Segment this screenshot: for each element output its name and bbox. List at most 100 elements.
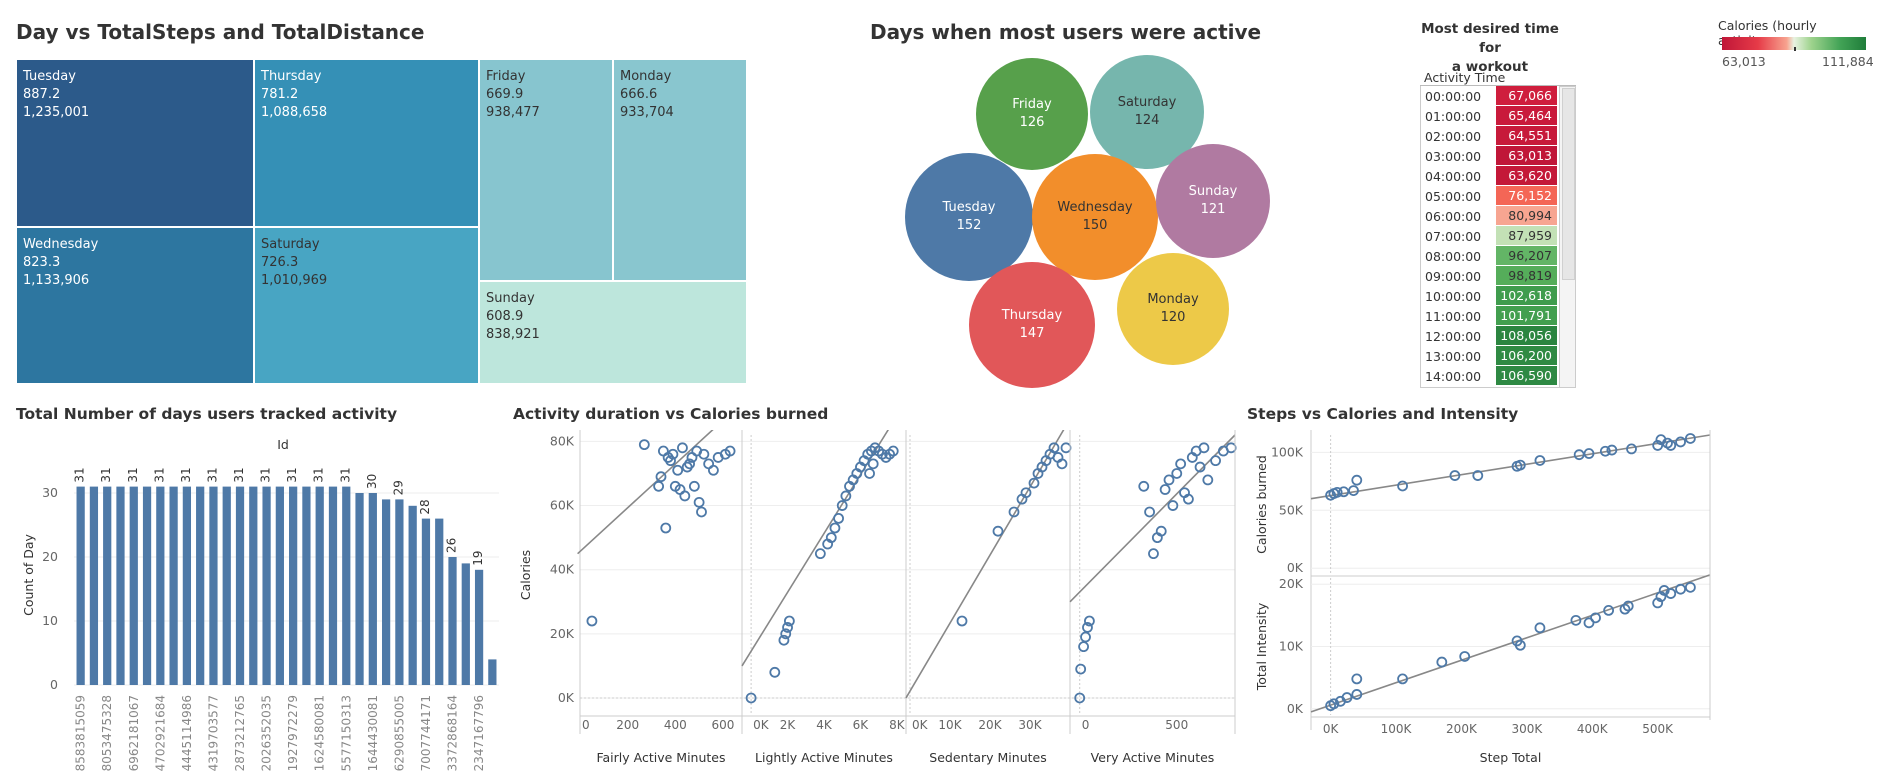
treemap-cell-monday[interactable]: Monday 666.6 933,704 [613,59,747,281]
heatmap-scrollbar[interactable] [1559,86,1576,388]
data-point [1449,470,1461,481]
data-point [1351,689,1363,700]
heatmap-row[interactable]: 04:00:00 63,620 [1420,166,1560,186]
y-tick-label: 60K [550,498,575,513]
data-point [1397,673,1408,685]
data-point [867,458,879,470]
heatmap-row[interactable]: 00:00:00 67,066 [1420,86,1560,106]
data-point [783,615,795,627]
x-tick-label: 8K [889,718,906,732]
bubble-thursday[interactable]: Thursday 147 [969,262,1095,388]
heatmap-row[interactable]: 09:00:00 98,819 [1420,266,1560,286]
bar [488,659,497,685]
heatmap-value-cell: 96,207 [1496,246,1557,265]
data-point [1665,588,1677,599]
bar [302,486,311,685]
data-point [586,615,598,627]
data-point [1436,656,1448,668]
bubble-friday[interactable]: Friday 126 [976,58,1088,170]
bubble-chart: Friday 126 Saturday 124 Tuesday 152 Wednesday 1… [880,50,1280,390]
x-tick-label: 4K [816,718,833,732]
x-axis-title: Step Total [1480,750,1542,765]
data-label: 31 [179,467,193,482]
heatmap-time-label: 06:00:00 [1425,209,1482,224]
heatmap-column-header: Activity Time [1424,70,1506,85]
heatmap-row[interactable]: 14:00:00 106,590 [1420,366,1560,386]
bar [235,486,245,685]
data-point [1622,600,1634,612]
heatmap-row[interactable]: 12:00:00 108,056 [1420,326,1560,346]
y-tick-label: 20 [42,549,58,564]
treemap-day-label: Sunday [486,291,535,306]
treemap-cell-tuesday[interactable]: Tuesday 887.2 1,235,001 [16,59,254,227]
heatmap-row[interactable]: 13:00:00 106,200 [1420,346,1560,366]
data-point [1684,433,1696,444]
bubble-tuesday[interactable]: Tuesday 152 [905,153,1033,281]
treemap-cell-wednesday[interactable]: Wednesday 823.3 1,133,906 [16,227,254,384]
x-axis-title: Fairly Active Minutes [596,750,725,765]
heatmap-row[interactable]: 03:00:00 63,013 [1420,146,1560,166]
data-label: 29 [391,480,405,495]
treemap-cell-friday[interactable]: Friday 669.9 938,477 [479,59,613,281]
bar [196,486,205,685]
x-tick-label: 20K [978,718,1002,732]
heatmap-row[interactable]: 11:00:00 101,791 [1420,306,1560,326]
treemap-distance-label: 666.6 [620,87,658,102]
data-point [1626,443,1637,455]
data-point [956,615,968,627]
heatmap-row[interactable]: 05:00:00 76,152 [1420,186,1560,206]
bar [448,557,457,685]
bar [129,486,138,685]
x-tick-label: 30K [1018,718,1042,732]
data-point [1514,459,1526,471]
data-point [1163,474,1175,486]
heatmap-time-label: 10:00:00 [1425,289,1482,304]
bubble-count-label: 126 [1019,115,1045,130]
data-point [693,496,705,508]
bubble-sunday[interactable]: Sunday 121 [1156,144,1270,258]
bar [262,486,271,685]
data-point [1397,480,1408,492]
bar [381,499,391,685]
data-point [638,439,650,451]
bar [368,493,377,685]
data-point [679,490,691,502]
heatmap-row[interactable]: 06:00:00 80,994 [1420,206,1560,226]
x-tick-label: 500 [1165,718,1188,732]
data-point [1351,474,1363,486]
heatmap-row[interactable]: 02:00:00 64,551 [1420,126,1560,146]
x-tick-label: 2K [780,718,797,732]
trend-line [1069,434,1236,603]
bubble-count-label: 124 [1134,113,1160,128]
data-point [688,480,700,492]
data-point [1167,500,1179,511]
heatmap-scrollbar-thumb[interactable] [1562,88,1575,280]
data-point [1328,698,1340,710]
x-tick-label: 300K [1511,722,1543,736]
data-point [1138,480,1150,492]
data-point [696,506,707,518]
treemap-steps-label: 1,235,001 [23,105,90,120]
treemap-distance-label: 887.2 [23,87,61,102]
bar [142,486,152,685]
treemap-cell-thursday[interactable]: Thursday 781.2 1,088,658 [254,59,479,227]
treemap-distance-label: 669.9 [486,87,524,102]
bubble-saturday[interactable]: Saturday 124 [1090,55,1204,169]
data-point [1590,612,1601,624]
heatmap-row[interactable]: 10:00:00 102,618 [1420,286,1560,306]
heatmap-row[interactable]: 08:00:00 96,207 [1420,246,1560,266]
heatmap-row[interactable]: 07:00:00 87,959 [1420,226,1560,246]
data-point [1148,548,1159,560]
legend-gradient[interactable] [1722,37,1866,50]
scatter-panel: 0 500 Very Active Minutes [1069,430,1237,765]
data-point [1514,639,1526,651]
bubble-monday[interactable]: Monday 120 [1117,253,1229,365]
treemap-cell-sunday[interactable]: Sunday 608.9 838,921 [479,281,747,384]
y-tick-label: 0K [1287,560,1304,575]
bubble-wednesday[interactable]: Wednesday 150 [1032,154,1158,280]
heatmap-value-cell: 63,013 [1496,146,1557,165]
treemap-cell-saturday[interactable]: Saturday 726.3 1,010,969 [254,227,479,384]
data-point [1171,468,1183,479]
data-label: 31 [232,467,246,482]
heatmap-row[interactable]: 01:00:00 65,464 [1420,106,1560,126]
